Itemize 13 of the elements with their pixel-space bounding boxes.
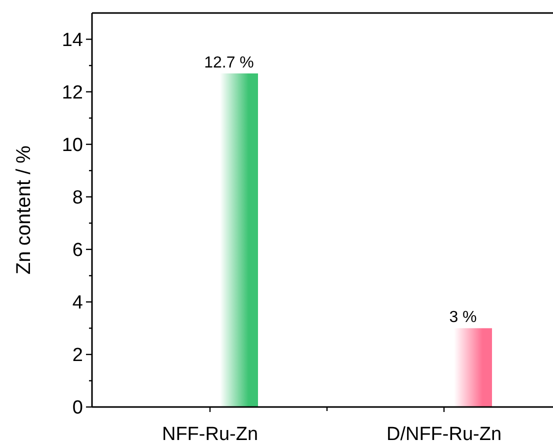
- y-axis-title: Zn content / %: [13, 145, 35, 274]
- y-tick-label: 12: [62, 82, 83, 104]
- y-tick-label: 2: [72, 345, 83, 366]
- y-tick-label: 14: [62, 30, 84, 51]
- x-tick-label: D/NFF-Ru-Zn: [386, 424, 502, 445]
- data-label: 12.7 %: [204, 54, 254, 72]
- y-tick-label: 10: [62, 134, 83, 156]
- data-label: 3 %: [449, 309, 477, 326]
- y-tick-label: 0: [72, 398, 83, 419]
- y-tick-label: 6: [72, 240, 83, 262]
- x-tick-label: NFF-Ru-Zn: [162, 424, 258, 445]
- y-tick-label: 8: [72, 188, 83, 209]
- y-tick-label: 4: [72, 292, 84, 314]
